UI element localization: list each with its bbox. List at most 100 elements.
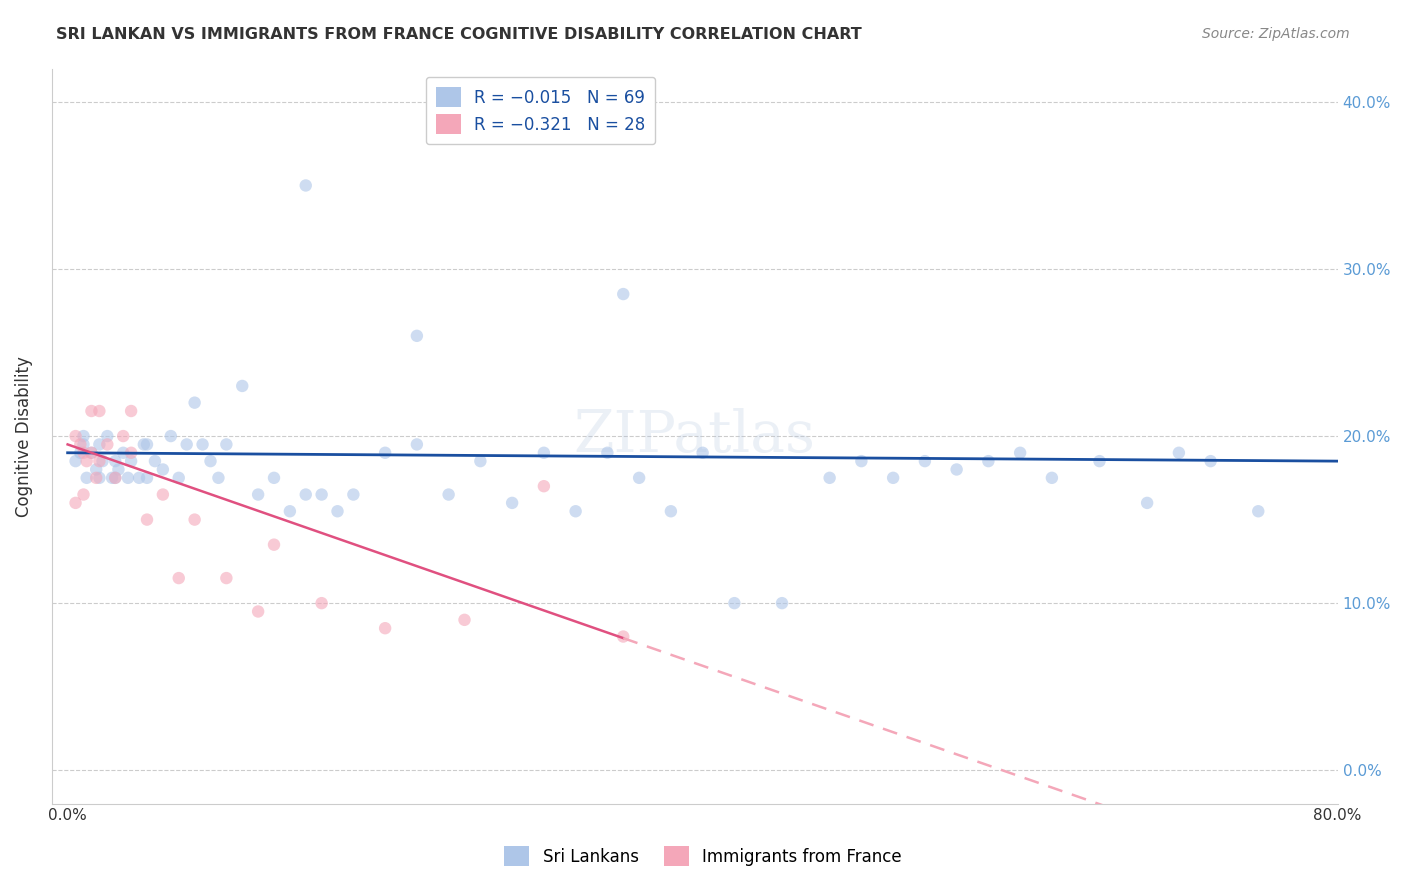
Immigrants from France <box>72 446 94 460</box>
Sri Lankans <box>342 487 364 501</box>
Y-axis label: Cognitive Disability: Cognitive Disability <box>15 356 32 516</box>
Immigrants from France <box>120 404 142 418</box>
Sri Lankans <box>596 446 619 460</box>
Sri Lankans <box>136 437 159 451</box>
Immigrants from France <box>152 487 174 501</box>
Sri Lankans <box>136 471 159 485</box>
Sri Lankans <box>501 496 523 510</box>
Sri Lankans <box>914 454 936 468</box>
Sri Lankans <box>128 471 150 485</box>
Sri Lankans <box>167 471 190 485</box>
Immigrants from France <box>167 571 190 585</box>
Sri Lankans <box>72 429 94 443</box>
Sri Lankans <box>564 504 586 518</box>
Text: ZIPatlas: ZIPatlas <box>574 408 815 464</box>
Immigrants from France <box>89 454 111 468</box>
Immigrants from France <box>104 471 127 485</box>
Immigrants from France <box>72 487 94 501</box>
Sri Lankans <box>437 487 460 501</box>
Sri Lankans <box>143 454 166 468</box>
Immigrants from France <box>215 571 238 585</box>
Sri Lankans <box>120 454 142 468</box>
Sri Lankans <box>628 471 651 485</box>
Sri Lankans <box>176 437 198 451</box>
Sri Lankans <box>200 454 222 468</box>
Sri Lankans <box>1136 496 1159 510</box>
Sri Lankans <box>104 454 127 468</box>
Sri Lankans <box>112 446 135 460</box>
Text: SRI LANKAN VS IMMIGRANTS FROM FRANCE COGNITIVE DISABILITY CORRELATION CHART: SRI LANKAN VS IMMIGRANTS FROM FRANCE COG… <box>56 27 862 42</box>
Sri Lankans <box>72 437 94 451</box>
Sri Lankans <box>692 446 714 460</box>
Immigrants from France <box>84 471 107 485</box>
Immigrants from France <box>533 479 555 493</box>
Sri Lankans <box>612 287 634 301</box>
Sri Lankans <box>1010 446 1032 460</box>
Sri Lankans <box>882 471 904 485</box>
Sri Lankans <box>183 395 205 409</box>
Immigrants from France <box>65 429 87 443</box>
Immigrants from France <box>311 596 333 610</box>
Sri Lankans <box>65 454 87 468</box>
Immigrants from France <box>263 538 285 552</box>
Immigrants from France <box>80 404 103 418</box>
Sri Lankans <box>91 454 114 468</box>
Immigrants from France <box>65 496 87 510</box>
Sri Lankans <box>247 487 270 501</box>
Immigrants from France <box>136 513 159 527</box>
Immigrants from France <box>120 446 142 460</box>
Legend: Sri Lankans, Immigrants from France: Sri Lankans, Immigrants from France <box>496 838 910 875</box>
Sri Lankans <box>215 437 238 451</box>
Sri Lankans <box>69 446 91 460</box>
Sri Lankans <box>152 462 174 476</box>
Sri Lankans <box>977 454 1000 468</box>
Immigrants from France <box>374 621 396 635</box>
Sri Lankans <box>405 437 427 451</box>
Sri Lankans <box>89 437 111 451</box>
Sri Lankans <box>207 471 229 485</box>
Sri Lankans <box>89 471 111 485</box>
Sri Lankans <box>84 462 107 476</box>
Immigrants from France <box>69 437 91 451</box>
Sri Lankans <box>818 471 841 485</box>
Sri Lankans <box>1167 446 1189 460</box>
Sri Lankans <box>533 446 555 460</box>
Immigrants from France <box>96 437 118 451</box>
Sri Lankans <box>945 462 967 476</box>
Immigrants from France <box>76 454 98 468</box>
Immigrants from France <box>89 404 111 418</box>
Sri Lankans <box>294 178 316 193</box>
Sri Lankans <box>1088 454 1111 468</box>
Sri Lankans <box>107 462 129 476</box>
Sri Lankans <box>374 446 396 460</box>
Sri Lankans <box>659 504 682 518</box>
Sri Lankans <box>278 504 301 518</box>
Sri Lankans <box>1040 471 1063 485</box>
Legend: R = −0.015   N = 69, R = −0.321   N = 28: R = −0.015 N = 69, R = −0.321 N = 28 <box>426 77 655 145</box>
Sri Lankans <box>470 454 492 468</box>
Sri Lankans <box>294 487 316 501</box>
Sri Lankans <box>1247 504 1270 518</box>
Sri Lankans <box>76 471 98 485</box>
Sri Lankans <box>263 471 285 485</box>
Sri Lankans <box>405 328 427 343</box>
Sri Lankans <box>80 446 103 460</box>
Sri Lankans <box>770 596 793 610</box>
Sri Lankans <box>101 471 124 485</box>
Sri Lankans <box>1199 454 1222 468</box>
Immigrants from France <box>612 630 634 644</box>
Sri Lankans <box>191 437 214 451</box>
Sri Lankans <box>104 471 127 485</box>
Sri Lankans <box>159 429 181 443</box>
Sri Lankans <box>851 454 873 468</box>
Sri Lankans <box>117 471 139 485</box>
Immigrants from France <box>453 613 475 627</box>
Sri Lankans <box>96 429 118 443</box>
Immigrants from France <box>112 429 135 443</box>
Text: Source: ZipAtlas.com: Source: ZipAtlas.com <box>1202 27 1350 41</box>
Sri Lankans <box>326 504 349 518</box>
Sri Lankans <box>132 437 155 451</box>
Sri Lankans <box>231 379 253 393</box>
Immigrants from France <box>247 605 270 619</box>
Immigrants from France <box>183 513 205 527</box>
